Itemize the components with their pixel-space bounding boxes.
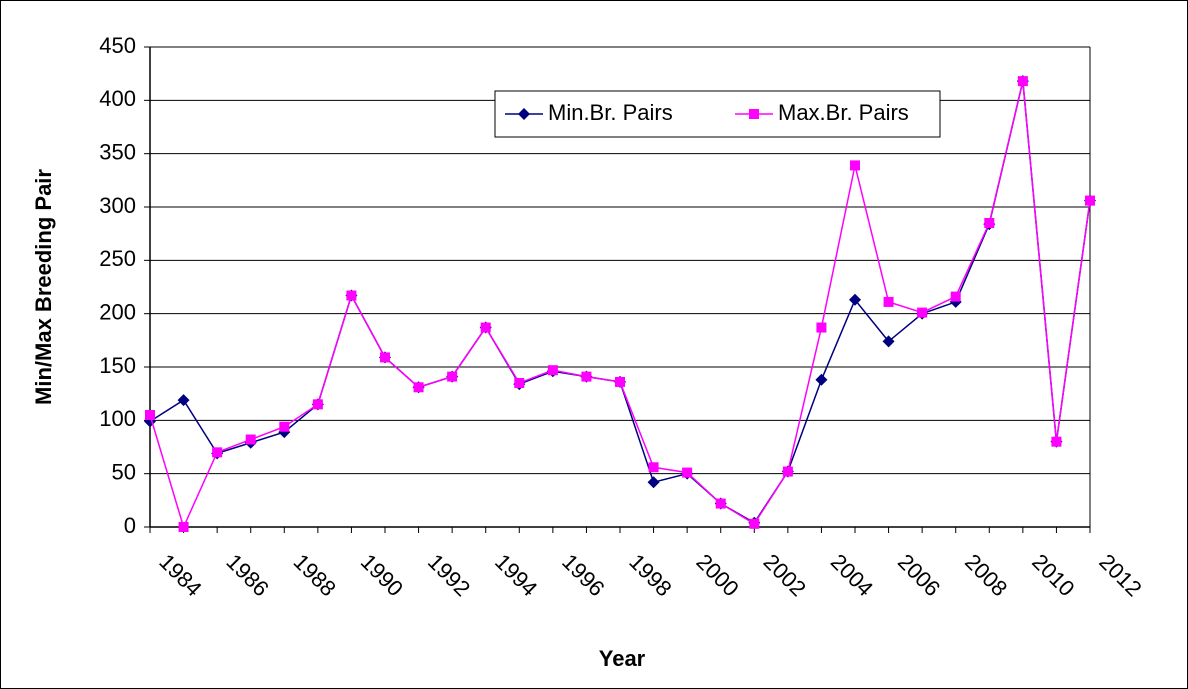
data-point bbox=[380, 352, 390, 363]
data-point bbox=[615, 376, 625, 387]
data-point bbox=[177, 394, 190, 407]
data-point bbox=[917, 307, 928, 318]
data-point bbox=[346, 290, 357, 301]
data-point bbox=[648, 462, 659, 473]
data-point bbox=[882, 335, 895, 348]
y-axis-title: Min/Max Breeding Pair bbox=[31, 169, 56, 405]
data-point bbox=[447, 371, 458, 382]
data-point bbox=[1017, 76, 1028, 87]
data-point bbox=[547, 365, 558, 376]
data-point bbox=[749, 518, 760, 529]
y-tick-label: 100 bbox=[99, 406, 136, 431]
data-point bbox=[850, 160, 860, 171]
legend: Min.Br. Pairs Max.Br. Pairs bbox=[494, 90, 941, 138]
legend-label: Min.Br. Pairs bbox=[548, 100, 673, 125]
data-point bbox=[647, 476, 660, 489]
y-tick-label: 350 bbox=[99, 139, 136, 164]
x-axis-title: Year bbox=[599, 646, 646, 671]
data-point bbox=[145, 410, 155, 420]
data-point bbox=[984, 218, 995, 228]
data-point bbox=[782, 466, 793, 477]
data-point bbox=[883, 296, 894, 307]
data-point bbox=[715, 498, 726, 509]
data-point bbox=[245, 434, 256, 445]
data-point bbox=[682, 467, 693, 478]
data-point bbox=[1051, 436, 1062, 447]
data-point bbox=[815, 373, 828, 386]
legend-marker bbox=[749, 109, 759, 119]
data-point bbox=[849, 293, 861, 306]
legend-marker bbox=[518, 108, 530, 120]
data-point bbox=[1085, 195, 1095, 206]
data-point bbox=[950, 291, 961, 302]
y-tick-label: 250 bbox=[99, 246, 136, 271]
data-point bbox=[514, 378, 525, 388]
y-tick-label: 400 bbox=[99, 86, 136, 111]
y-tick-label: 200 bbox=[99, 299, 136, 324]
y-tick-label: 450 bbox=[99, 33, 136, 58]
data-point bbox=[212, 447, 223, 458]
y-tick-label: 50 bbox=[112, 459, 136, 484]
data-point bbox=[279, 421, 290, 432]
y-tick-label: 300 bbox=[99, 193, 136, 218]
data-point bbox=[312, 399, 323, 410]
data-point bbox=[413, 382, 424, 393]
legend-label: Max.Br. Pairs bbox=[778, 100, 909, 125]
legend-box bbox=[494, 90, 941, 138]
data-point bbox=[480, 322, 491, 333]
data-point bbox=[816, 322, 827, 333]
y-tick-label: 0 bbox=[124, 513, 136, 538]
data-point bbox=[581, 371, 592, 382]
y-tick-label: 150 bbox=[99, 353, 136, 378]
data-point bbox=[178, 522, 189, 532]
